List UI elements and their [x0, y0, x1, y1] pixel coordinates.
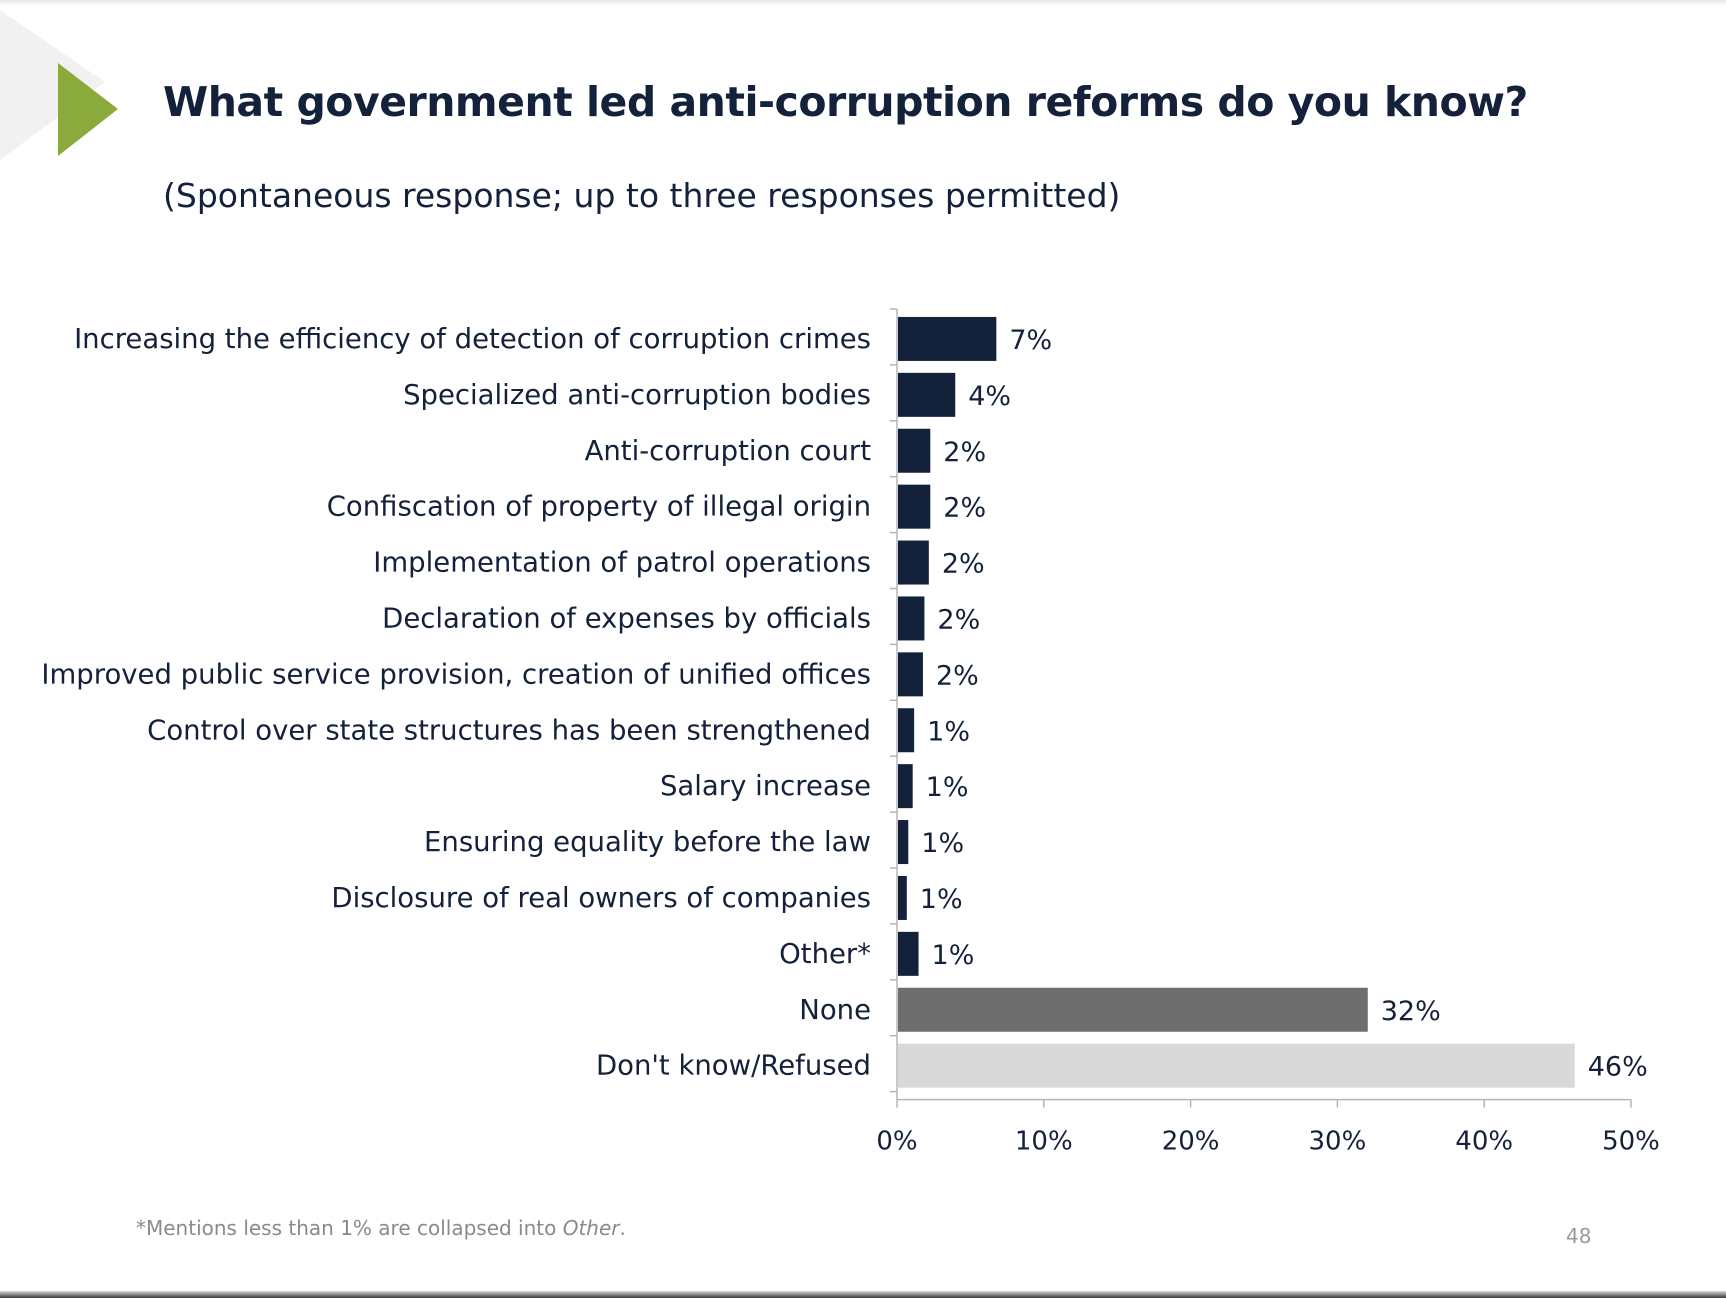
bar [898, 708, 915, 753]
bar [898, 484, 931, 529]
bottom-bar [0, 1291, 1726, 1298]
bar [898, 987, 1368, 1032]
data-label: 1% [927, 716, 970, 747]
bar [898, 540, 929, 585]
category-label: None [799, 994, 871, 1026]
category-label: Declaration of expenses by officials [382, 602, 871, 634]
x-tick-label: 10% [1015, 1127, 1073, 1157]
data-label: 32% [1381, 996, 1441, 1027]
category-label: Control over state structures has been s… [147, 714, 871, 746]
data-label: 2% [936, 660, 979, 691]
footnote-prefix: *Mentions less than 1% are collapsed int… [136, 1216, 563, 1240]
decoration-background-triangle [0, 10, 105, 160]
x-tick-label: 0% [876, 1127, 917, 1157]
data-label: 1% [932, 940, 975, 971]
category-label: Anti-corruption court [585, 435, 872, 467]
accent-triangle-icon [58, 63, 118, 156]
bar [898, 316, 997, 361]
footnote-suffix: . [619, 1216, 626, 1240]
footnote-emphasis: Other [562, 1216, 620, 1240]
slide-decoration [0, 10, 118, 160]
data-label: 1% [920, 884, 963, 915]
bar [898, 372, 956, 417]
category-label: Ensuring equality before the law [424, 826, 871, 858]
bar [898, 820, 909, 865]
category-label: Salary increase [660, 770, 871, 802]
category-label: Don't know/Refused [596, 1050, 871, 1082]
x-tick-label: 20% [1162, 1127, 1220, 1157]
category-label: Implementation of patrol operations [373, 547, 871, 579]
data-label: 1% [921, 828, 964, 859]
category-label: Disclosure of real owners of companies [331, 882, 871, 914]
category-label: Specialized anti-corruption bodies [403, 379, 871, 411]
bar [898, 764, 913, 809]
category-label: Improved public service provision, creat… [41, 658, 871, 690]
data-label: 2% [942, 549, 985, 580]
x-tick-label: 50% [1602, 1127, 1660, 1157]
bar [898, 596, 925, 641]
category-label: Other* [779, 938, 871, 970]
data-label: 2% [943, 493, 986, 524]
footnote: *Mentions less than 1% are collapsed int… [136, 1216, 626, 1240]
x-tick-label: 40% [1455, 1127, 1513, 1157]
page-title: What government led anti-corruption refo… [163, 78, 1528, 126]
data-label: 2% [943, 437, 986, 468]
bar-chart: 0% 10% 20% 30% 40% 50% Increasing the efficien… [41, 308, 1660, 1157]
category-label: Increasing the efficiency of detection o… [74, 323, 871, 355]
bar [898, 652, 923, 697]
bar [898, 931, 919, 976]
page-subtitle: (Spontaneous response; up to three respo… [163, 176, 1121, 215]
data-label: 46% [1588, 1052, 1648, 1083]
data-label: 7% [1009, 325, 1052, 356]
bar [898, 875, 907, 920]
bar [898, 428, 931, 473]
data-label: 4% [968, 381, 1011, 412]
page-number: 48 [1566, 1224, 1592, 1248]
x-tick-label: 30% [1309, 1127, 1367, 1157]
top-shade [0, 0, 1726, 6]
data-label: 1% [926, 772, 969, 803]
bar [898, 1043, 1575, 1088]
category-label: Confiscation of property of illegal orig… [327, 491, 871, 523]
data-label: 2% [937, 604, 980, 635]
